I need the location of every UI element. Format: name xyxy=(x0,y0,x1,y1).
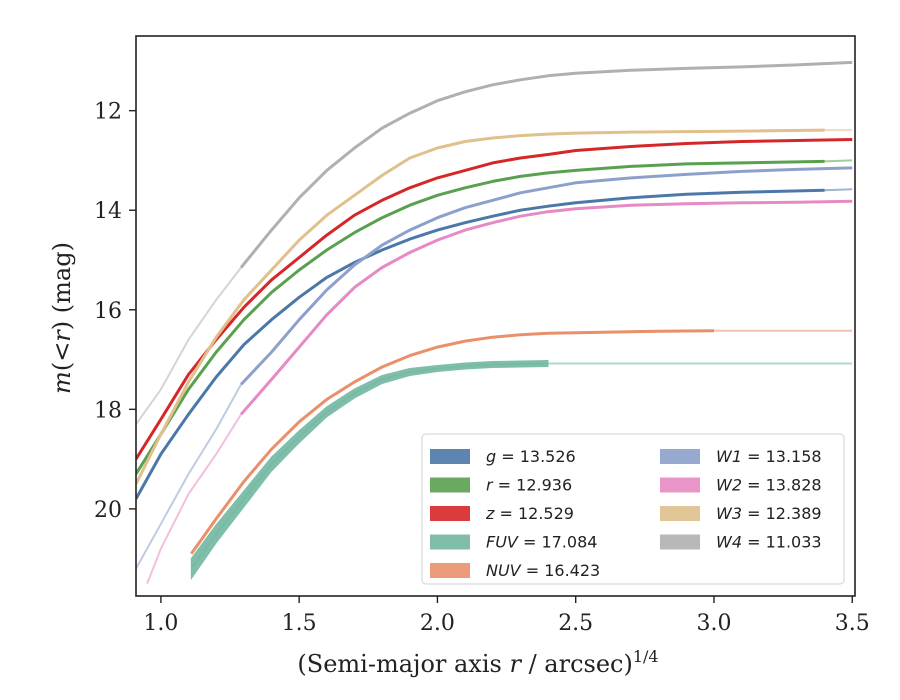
legend-label: NUV = 16.423 xyxy=(486,561,600,580)
legend-item-r: r = 12.936 xyxy=(430,476,572,495)
x-axis: 1.0 1.5 2.0 2.5 3.0 3.5 xyxy=(143,596,870,636)
legend-label: z = 12.529 xyxy=(485,504,574,523)
y-tick-label: 18 xyxy=(94,398,122,423)
legend-swatch xyxy=(660,477,700,493)
series-fuv xyxy=(190,359,853,581)
legend-swatch xyxy=(430,449,470,464)
x-tick-label: 3.5 xyxy=(835,611,870,636)
x-tick-label: 1.0 xyxy=(143,611,178,636)
legend-swatch xyxy=(660,534,700,550)
legend-swatch xyxy=(430,477,470,493)
x-tick-label: 2.5 xyxy=(558,611,593,636)
plot-frame xyxy=(135,35,856,597)
series-g xyxy=(136,188,853,500)
legend-swatch xyxy=(430,534,470,550)
legend-item-w4: W4 = 11.033 xyxy=(660,533,822,552)
legend-swatch xyxy=(660,506,700,521)
legend-item-nuv: NUV = 16.423 xyxy=(430,561,600,580)
legend-label: g = 13.526 xyxy=(486,447,576,466)
y-tick-label: 20 xyxy=(94,498,122,523)
x-tick-label: 2.0 xyxy=(420,611,455,636)
legend-item-w3: W3 = 12.389 xyxy=(660,504,822,523)
legend-label: W2 = 13.828 xyxy=(716,476,822,495)
series-line-faint xyxy=(136,61,853,425)
series-line xyxy=(239,199,853,416)
legend-item-w1: W1 = 13.158 xyxy=(660,447,822,466)
y-tick-label: 12 xyxy=(94,100,122,125)
x-axis-label: (Semi-major axis r / arcsec)1/4 xyxy=(297,647,658,678)
series-line xyxy=(136,128,825,485)
series-w3 xyxy=(136,128,853,485)
x-tick-label: 1.5 xyxy=(282,611,317,636)
legend-label: FUV = 17.084 xyxy=(486,533,597,552)
series-layer xyxy=(136,60,853,584)
series-band xyxy=(190,359,549,581)
series-z xyxy=(136,138,853,460)
y-axis-label: m(<r) (mag) xyxy=(48,242,76,394)
legend-item-z: z = 12.529 xyxy=(430,504,574,523)
series-line xyxy=(136,188,825,500)
legend: g = 13.526 r = 12.936 z = 12.529 FUV = 17.0… xyxy=(421,433,845,585)
series-w4 xyxy=(136,60,853,425)
y-axis: 12 14 16 18 20 xyxy=(94,100,136,523)
legend-label: W1 = 13.158 xyxy=(716,447,822,466)
series-line xyxy=(190,329,715,555)
legend-swatch xyxy=(430,506,470,521)
series-line xyxy=(239,60,853,269)
legend-swatch xyxy=(430,563,470,578)
legend-swatch xyxy=(660,449,700,464)
y-tick-label: 14 xyxy=(94,199,122,224)
series-w2 xyxy=(146,199,853,584)
legend-label: r = 12.936 xyxy=(486,476,572,495)
series-line-faint xyxy=(136,159,853,475)
series-w1 xyxy=(136,166,853,570)
legend-frame xyxy=(421,433,845,585)
x-tick-label: 3.0 xyxy=(696,611,731,636)
y-tick-label: 16 xyxy=(94,299,122,324)
legend-label: W3 = 12.389 xyxy=(716,504,822,523)
legend-label: W4 = 11.033 xyxy=(716,533,822,552)
series-r xyxy=(136,159,853,475)
series-nuv xyxy=(190,329,853,555)
legend-item-fuv: FUV = 17.084 xyxy=(430,533,597,552)
series-line xyxy=(136,138,853,460)
series-line xyxy=(240,166,853,386)
legend-item-g: g = 13.526 xyxy=(430,447,576,466)
legend-item-w2: W2 = 13.828 xyxy=(660,476,822,495)
series-line xyxy=(136,159,825,475)
